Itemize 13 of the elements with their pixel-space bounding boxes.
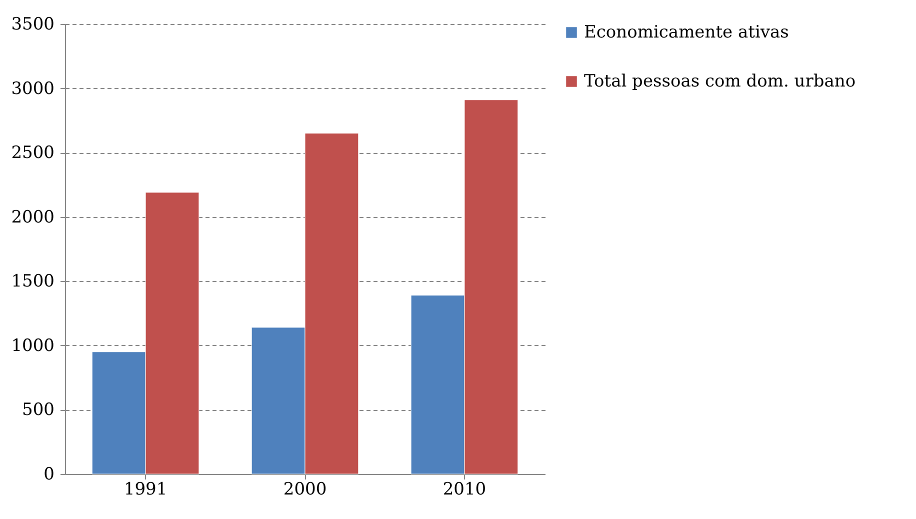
x-tick-label: 2010	[442, 480, 486, 500]
y-tick-label: 1500	[11, 272, 54, 292]
x-tick-label: 2000	[283, 480, 327, 500]
legend-label: Economicamente ativas	[584, 22, 789, 42]
y-tick-label: 500	[22, 400, 54, 420]
y-tick-label: 2500	[11, 143, 54, 164]
y-tick-label: 2000	[11, 207, 54, 228]
y-tick-label: 3000	[11, 78, 54, 99]
y-tick-label: 1000	[11, 336, 54, 356]
y-tick-label: 0	[44, 464, 54, 484]
legend-label: Total pessoas com dom. urbano	[584, 72, 856, 92]
x-tick-label: 1991	[124, 480, 168, 500]
y-tick-label: 3500	[11, 14, 54, 34]
